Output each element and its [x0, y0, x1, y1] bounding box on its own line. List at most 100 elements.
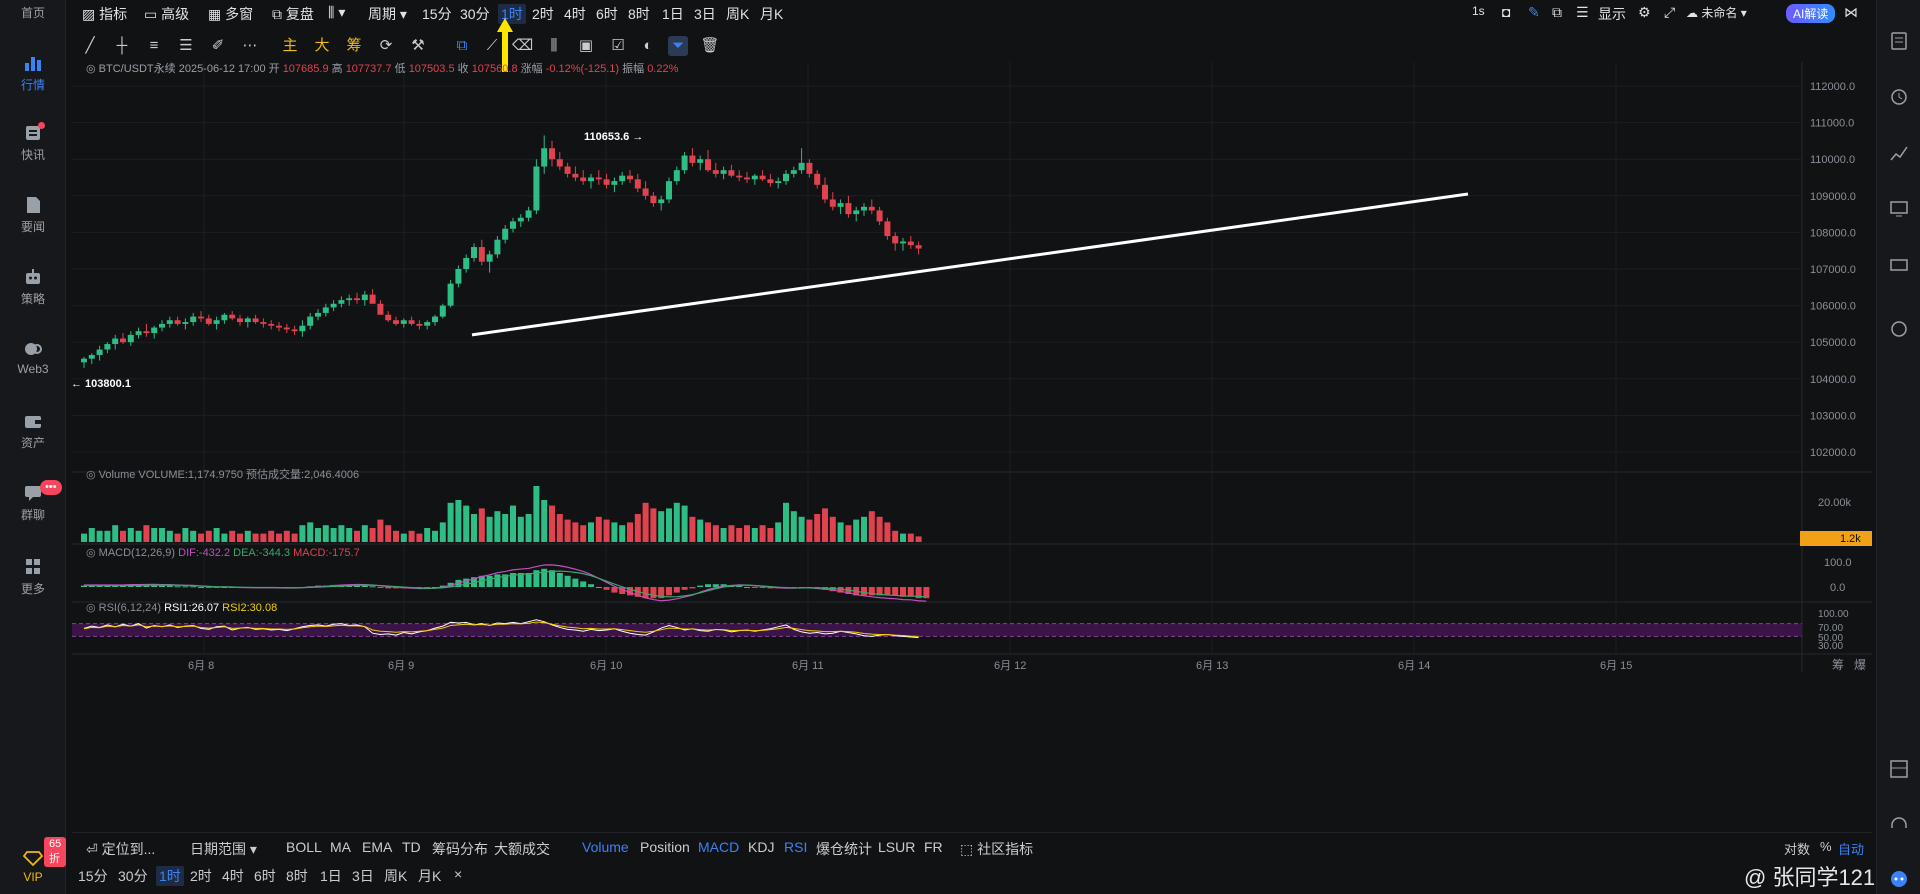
parallel-tool-icon[interactable]: ≡ [149, 37, 159, 54]
indicator-ema[interactable]: EMA [362, 839, 393, 855]
sub-position[interactable]: Position [640, 839, 690, 855]
nav-item-chat[interactable]: ••• 群聊 [0, 480, 66, 523]
ruler-icon[interactable]: ⟋ [486, 37, 498, 54]
chips-toggle[interactable]: 筹 [346, 37, 362, 54]
b-interval-2h[interactable]: 2时 [190, 868, 212, 884]
fib-tool-icon[interactable]: ☰ [179, 37, 193, 54]
close-interval-bar-button[interactable]: × [454, 866, 463, 882]
multi-window-button[interactable]: ▦ 多窗 [208, 6, 254, 22]
sub-fr[interactable]: FR [924, 839, 943, 855]
b-interval-1h[interactable]: 1时 [156, 866, 184, 886]
b-interval-1d[interactable]: 1日 [320, 868, 342, 884]
b-interval-6h[interactable]: 6时 [254, 868, 276, 884]
magic-icon[interactable]: ⚒ [411, 37, 425, 54]
hline-tool-icon[interactable]: ┼ [116, 37, 128, 54]
indicator-big-trade[interactable]: 大额成交 [494, 841, 550, 857]
b-interval-4h[interactable]: 4时 [222, 868, 244, 884]
ai-interpret-button[interactable]: AI解读 [1786, 4, 1836, 23]
nav-item-market[interactable]: 行情 [0, 54, 66, 93]
b-interval-8h[interactable]: 8时 [286, 868, 308, 884]
interval-15m[interactable]: 15分 [422, 6, 452, 22]
ticket-icon[interactable] [1889, 256, 1909, 274]
display-button[interactable]: 显示 [1598, 6, 1626, 22]
copy-icon[interactable]: ⧉ [456, 37, 468, 54]
sub-rsi[interactable]: RSI [784, 839, 808, 855]
brush-tool-icon[interactable]: ✐ [211, 37, 225, 54]
community-indicators-button[interactable]: ⬚ 社区指标 [960, 841, 1034, 857]
trendline-tool-icon[interactable]: ╱ [85, 37, 95, 54]
headset-icon[interactable] [1889, 816, 1909, 834]
sub-volume[interactable]: Volume [582, 839, 629, 855]
compare-icon[interactable]: ⟳ [379, 37, 393, 54]
indicators-button[interactable]: ▨ 指标 [82, 6, 128, 22]
main-chart-toggle[interactable]: 主 [282, 37, 298, 54]
layout-icon[interactable] [1889, 760, 1909, 778]
filter-icon[interactable]: ⏷ [668, 36, 688, 56]
interval-month[interactable]: 月K [760, 6, 784, 22]
candles-icon[interactable]: ⫼ [550, 37, 558, 54]
indicator-chip-dist[interactable]: 筹码分布 [432, 841, 488, 857]
trash-icon[interactable]: 🗑 [700, 37, 720, 54]
nav-item-headlines[interactable]: 要闻 [0, 196, 66, 235]
b-interval-week[interactable]: 周K [384, 868, 408, 884]
nav-item-flash[interactable]: 快讯 [0, 122, 66, 163]
magnet-icon[interactable]: ◐ [643, 37, 653, 54]
locate-button[interactable]: ⏎ 定位到... [86, 841, 156, 857]
list-icon[interactable]: ☰ [1576, 4, 1589, 20]
percent-toggle[interactable]: % [1820, 839, 1832, 854]
date-range-button[interactable]: 日期范围 ▾ [190, 841, 257, 857]
popout-icon[interactable]: ⧉ [1552, 4, 1562, 20]
compass-icon[interactable] [1889, 320, 1909, 338]
share-icon[interactable]: ⋈ [1844, 4, 1858, 20]
eraser-icon[interactable]: ⌫ [512, 37, 534, 54]
b-interval-30m[interactable]: 30分 [118, 868, 148, 884]
indicator-boll[interactable]: BOLL [286, 839, 322, 855]
big-toggle[interactable]: 大 [314, 37, 330, 54]
auto-scale-toggle[interactable]: 自动 [1838, 842, 1865, 857]
sub-kdj[interactable]: KDJ [748, 839, 775, 855]
interval-2h[interactable]: 2时 [532, 6, 554, 22]
nav-home[interactable]: 首页 [0, 4, 66, 21]
interval-1d[interactable]: 1日 [662, 6, 684, 22]
b-interval-month[interactable]: 月K [418, 868, 442, 884]
cloud-layout-button[interactable]: ☁ 未命名 ▾ [1686, 6, 1747, 20]
nav-item-assets[interactable]: 资产 [0, 412, 66, 451]
nav-item-more[interactable]: 更多 [0, 558, 66, 597]
replay-button[interactable]: ⧉ 复盘 [272, 6, 314, 22]
nav-vip[interactable]: VIP [0, 848, 66, 884]
camera-icon[interactable]: ◘ [1502, 4, 1511, 20]
depth-icon[interactable] [1889, 144, 1909, 162]
nav-item-strategy[interactable]: 策略 [0, 268, 66, 307]
right-interval[interactable]: 1s [1472, 4, 1485, 18]
more-tools-icon[interactable]: ⋯ [242, 37, 258, 54]
indicator-ma[interactable]: MA [330, 839, 351, 855]
monitor-icon[interactable] [1889, 200, 1909, 218]
advanced-button[interactable]: ▭ 高级 [144, 6, 190, 22]
pen-icon[interactable]: ✎ [1528, 4, 1540, 20]
interval-week[interactable]: 周K [726, 6, 750, 22]
indicator-td[interactable]: TD [402, 839, 421, 855]
interval-30m[interactable]: 30分 [460, 6, 490, 22]
b-interval-15m[interactable]: 15分 [78, 868, 108, 884]
period-dropdown[interactable]: 周期 ▾ [368, 6, 407, 22]
interval-3d[interactable]: 3日 [694, 6, 716, 22]
kline-chart[interactable]: 112000.0 111000.0 110000.0 109000.0 108000.0… [71, 61, 1872, 832]
alarm-icon[interactable] [1889, 88, 1909, 106]
checklist-icon[interactable]: ☑ [611, 37, 625, 54]
orderbook-icon[interactable] [1889, 32, 1909, 50]
interval-8h[interactable]: 8时 [628, 6, 650, 22]
fullscreen-icon[interactable]: ⤢ [1664, 4, 1676, 20]
chart-type-button[interactable]: ⫼ ▾ [328, 4, 346, 20]
interval-6h[interactable]: 6时 [596, 6, 618, 22]
sub-liquidation[interactable]: 爆仓统计 [816, 841, 872, 857]
b-interval-3d[interactable]: 3日 [352, 868, 374, 884]
log-scale-toggle[interactable]: 对数 [1784, 842, 1811, 857]
sub-macd[interactable]: MACD [698, 839, 740, 855]
assistant-icon[interactable] [1889, 870, 1909, 888]
settings-icon[interactable]: ⚙ [1638, 4, 1651, 20]
chart-area[interactable]: 112000.0 111000.0 110000.0 109000.0 108000.0… [71, 61, 1872, 832]
sub-lsur[interactable]: LSUR [878, 839, 916, 855]
clipboard-icon[interactable]: ▣ [578, 37, 594, 54]
interval-4h[interactable]: 4时 [564, 6, 586, 22]
nav-item-web3[interactable]: Web3 [0, 340, 66, 376]
